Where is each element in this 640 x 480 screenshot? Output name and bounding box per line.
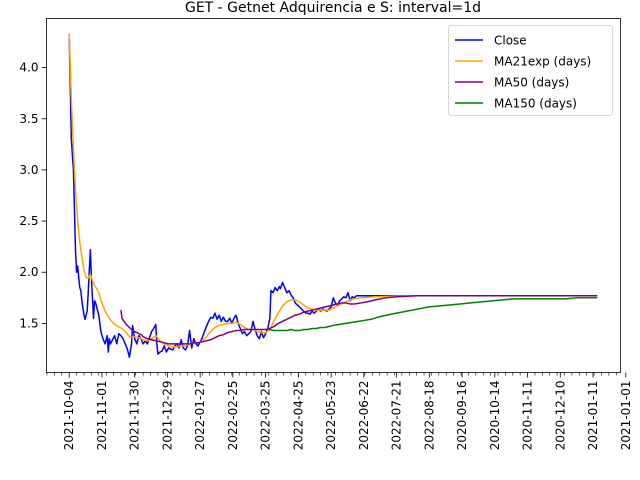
x-tick-label: 2021-01-01 xyxy=(619,381,633,451)
y-tick-label: 2.5 xyxy=(19,214,38,228)
x-tick-label: 2021-11-30 xyxy=(128,381,142,451)
x-tick-label: 2022-07-21 xyxy=(390,381,404,451)
x-tick-label: 2022-06-22 xyxy=(357,381,371,451)
legend-label: MA50 (days) xyxy=(494,76,569,90)
y-tick-label: 3.0 xyxy=(19,163,38,177)
x-tick-label: 2020-11-11 xyxy=(521,381,535,451)
y-tick-label: 3.5 xyxy=(19,112,38,126)
y-tick-label: 2.0 xyxy=(19,265,38,279)
legend-label: MA21exp (days) xyxy=(494,55,591,69)
x-tick-label: 2022-04-25 xyxy=(291,381,305,451)
y-tick-label: 1.5 xyxy=(19,316,38,330)
x-tick-label: 2022-05-23 xyxy=(324,381,338,451)
x-tick-label: 2021-11-01 xyxy=(95,381,109,451)
x-tick-label: 2021-10-04 xyxy=(62,381,76,451)
x-tick-label: 2021-12-29 xyxy=(160,381,174,451)
x-tick-label: 2020-09-16 xyxy=(455,381,469,451)
legend: Close MA21exp (days) MA50 (days) MA150 (day… xyxy=(449,26,613,116)
x-tick-label: 2022-01-27 xyxy=(193,381,207,451)
x-tick-label: 2022-08-18 xyxy=(422,381,436,451)
legend-label: MA150 (days) xyxy=(494,97,577,111)
legend-label: Close xyxy=(494,34,527,48)
x-tick-label: 2020-12-10 xyxy=(553,381,567,451)
x-tick-label: 2021-01-11 xyxy=(586,381,600,451)
x-tick-label: 2020-10-14 xyxy=(488,381,502,451)
x-tick-label: 2022-02-25 xyxy=(226,381,240,451)
chart-title: GET - Getnet Adquirencia e S: interval=1… xyxy=(185,0,481,16)
x-tick-label: 2022-03-25 xyxy=(259,381,273,451)
y-tick-label: 4.0 xyxy=(19,61,38,75)
